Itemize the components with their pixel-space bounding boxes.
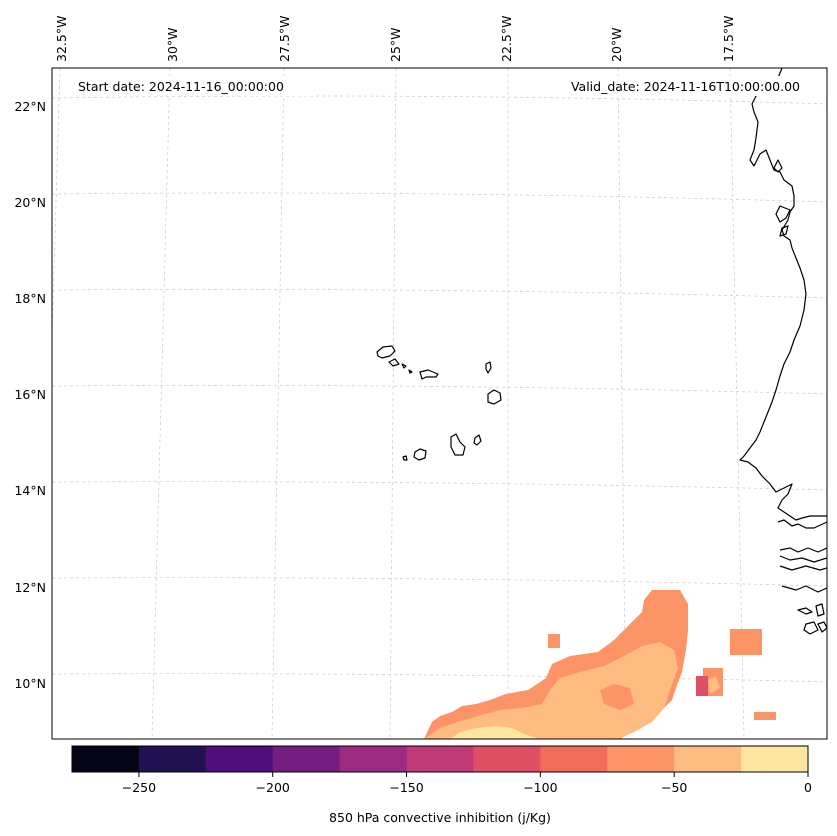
lon-label: 20°W <box>609 27 624 62</box>
lat-label: 18°N <box>14 291 46 306</box>
map-area <box>52 68 827 739</box>
colorbar-frame <box>71 745 809 773</box>
lon-label: 32.5°W <box>54 16 69 62</box>
lat-label: 20°N <box>14 195 46 210</box>
colorbar-tick-label: −50 <box>661 780 687 795</box>
colorbar-segment <box>540 746 608 772</box>
lat-label: 10°N <box>14 676 46 691</box>
lat-label: 14°N <box>14 483 46 498</box>
colorbar-tick-label: −250 <box>122 780 156 795</box>
colorbar-segment <box>406 746 474 772</box>
colorbar-ticks <box>138 772 809 777</box>
cape-verde-islands <box>376 345 502 461</box>
lat-label: 22°N <box>14 99 46 114</box>
colorbar-segment <box>674 746 742 772</box>
valid-date-text: Valid_date: 2024-11-16T10:00:00.00 <box>571 79 800 94</box>
colorbar: −250 −200 −150 −100 −50 0 850 hPa convective … <box>71 745 812 825</box>
start-date-background <box>74 76 314 96</box>
cin-field <box>424 590 776 739</box>
colorbar-tick-label: 0 <box>804 780 812 795</box>
lat-label: 12°N <box>14 580 46 595</box>
colorbar-tick-label: −200 <box>256 780 290 795</box>
colorbar-segment <box>205 746 274 772</box>
colorbar-segments <box>72 746 809 772</box>
colorbar-segment <box>607 746 675 772</box>
colorbar-segment <box>339 746 408 772</box>
lon-label: 30°W <box>165 27 180 62</box>
colorbar-tick-label: −100 <box>523 780 557 795</box>
longitude-labels: 32.5°W 30°W 27.5°W 25°W 22.5°W 20°W 17.5… <box>54 16 736 62</box>
start-date-text: Start date: 2024-11-16_00:00:00 <box>78 79 284 94</box>
colorbar-tick-labels: −250 −200 −150 −100 −50 0 <box>122 780 812 795</box>
lat-label: 16°N <box>14 387 46 402</box>
colorbar-title: 850 hPa convective inhibition (j/Kg) <box>329 810 551 825</box>
colorbar-segment <box>272 746 341 772</box>
map-frame <box>51 67 828 740</box>
colorbar-segment <box>473 746 541 772</box>
colorbar-segment <box>138 746 207 772</box>
lon-label: 27.5°W <box>277 16 292 62</box>
african-coastline <box>739 68 827 635</box>
colorbar-segment <box>72 746 140 772</box>
lon-label: 25°W <box>388 27 403 62</box>
lon-label: 17.5°W <box>721 16 736 62</box>
lon-label: 22.5°W <box>499 16 514 62</box>
graticule <box>52 68 827 739</box>
latitude-labels: 22°N 20°N 18°N 16°N 14°N 12°N 10°N <box>14 99 46 691</box>
colorbar-tick-label: −150 <box>389 780 423 795</box>
valid-date-background <box>541 76 803 96</box>
colorbar-segment <box>741 746 809 772</box>
